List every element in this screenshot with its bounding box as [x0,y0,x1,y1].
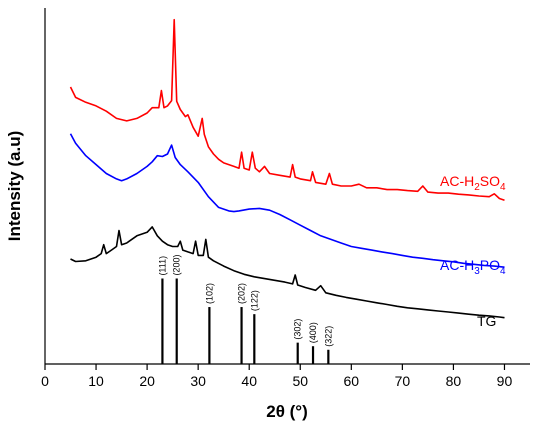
series-layer [69,18,505,319]
x-tick-label: 60 [344,373,360,389]
x-tick-label: 50 [292,373,308,389]
series-label-ac-h3po4: AC-H3PO4 [440,257,506,277]
x-tick-label: 10 [88,373,104,389]
series-label-tg: TG [477,313,496,329]
reference-peak-label: (102) [204,283,214,304]
series-labels: AC-H2SO4 AC-H3PO4 TG [440,173,506,329]
reference-peak-label: (322) [323,326,333,347]
black-series-line-tg [70,226,505,319]
reference-peak-label: (122) [249,290,259,311]
x-axis-title: 2θ (°) [266,402,308,421]
series-label-ac-h2so4: AC-H2SO4 [440,173,506,193]
x-tick-label: 80 [446,373,462,389]
reference-peak-label: (200) [172,255,182,276]
x-tick-label: 30 [190,373,206,389]
x-tick-label: 0 [41,373,49,389]
reference-peak-label: (400) [308,322,318,343]
x-tick-label: 20 [139,373,155,389]
x-tick-label: 70 [395,373,411,389]
x-tick-label: 40 [241,373,257,389]
y-axis-title: Intensity (a.u) [5,131,24,242]
blue-series-line-ac-h3po4 [69,133,505,268]
reference-peak-label: (202) [237,283,247,304]
reference-peaks: (111) (200) (102) (202) (122) (302) (400) (322) [157,255,333,364]
x-ticks: 0 10 20 30 40 50 60 70 80 90 [41,364,512,389]
axes [44,8,530,365]
x-tick-label: 90 [497,373,513,389]
red-series-line-ac-h2so4 [69,18,505,201]
reference-peak-label: (111) [157,256,167,276]
reference-peak-label: (302) [293,319,303,340]
